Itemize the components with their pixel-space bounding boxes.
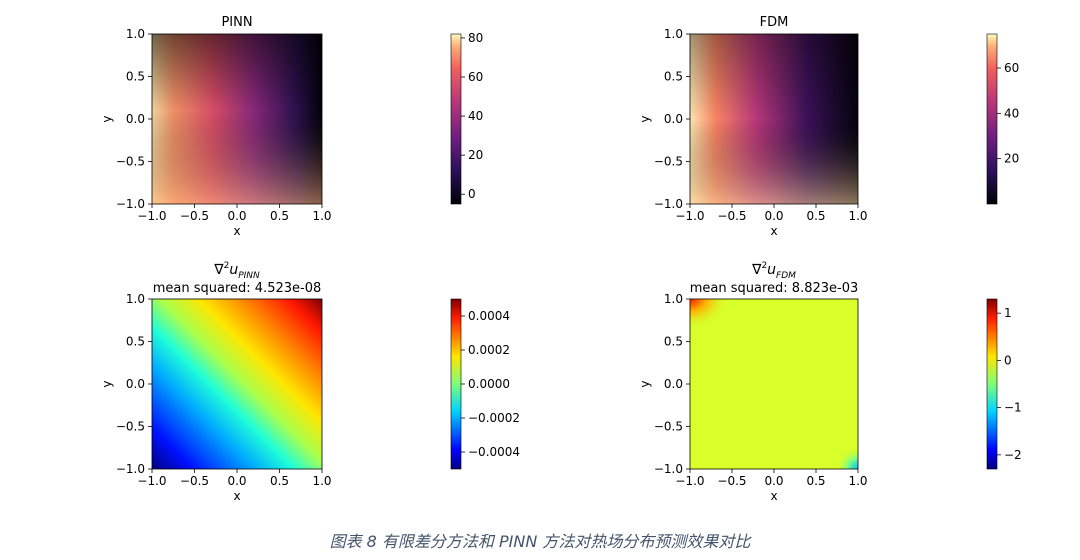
colorbar-tick-label: −0.0002	[468, 411, 520, 425]
colorbar-tick-label: 20	[468, 148, 483, 162]
y-tick-label: −1.0	[654, 197, 683, 211]
x-axis-label: x	[233, 489, 240, 503]
heatmap-shade	[152, 34, 322, 204]
y-axis-label: y	[100, 380, 114, 387]
y-tick-label: 1.0	[664, 292, 683, 306]
colorbar: 80 60 40 20 0	[450, 31, 483, 205]
y-axis-label: y	[100, 115, 114, 122]
y-tick-label: 0.5	[664, 70, 683, 84]
heatmap-area	[690, 34, 858, 204]
colorbar-tick-label: 1	[1004, 306, 1012, 320]
y-tick-label: 0.5	[126, 70, 145, 84]
colorbar-gradient	[986, 33, 998, 205]
colorbar-tick-label: −2	[1004, 448, 1022, 462]
colorbar: 60 40 20	[986, 33, 1019, 205]
chart-title: ∇2uPINN	[213, 261, 260, 281]
heatmap-shade	[690, 34, 858, 204]
y-tick-label: −0.5	[654, 420, 683, 434]
y-tick-label: −1.0	[654, 462, 683, 476]
y-tick-label: −1.0	[116, 197, 145, 211]
figure-caption: 图表 8 有限差分方法和 PINN 方法对热场分布预测效果对比	[329, 532, 751, 551]
heatmap-corner-coldspot	[836, 447, 858, 469]
y-tick-label: 1.0	[664, 27, 683, 41]
x-tick-label: 1.0	[312, 209, 331, 223]
chart-title: FDM	[760, 15, 789, 30]
chart-panel-4: −1.0−1.0 −0.5 −0.5 0.0 0.0 0.5 0.5 1.0 1.0 x y ∇2uF…	[638, 261, 1022, 503]
heatmap-corner-hotspot	[690, 299, 730, 329]
heatmap-field	[152, 299, 322, 469]
x-tick-label: 0.0	[227, 209, 246, 223]
y-tick-label: 0.5	[126, 335, 145, 349]
x-tick-label: 0.5	[270, 209, 289, 223]
colorbar-tick-label: 40	[468, 109, 483, 123]
x-tick-label: −1.0	[675, 209, 704, 223]
x-axis-label: x	[770, 224, 777, 238]
x-axis-label: x	[233, 224, 240, 238]
x-tick-label: −0.5	[180, 474, 209, 488]
colorbar-tick-label: 20	[1004, 152, 1019, 166]
colorbar-gradient	[450, 298, 462, 470]
y-tick-label: 1.0	[126, 27, 145, 41]
y-tick-label: 1.0	[126, 292, 145, 306]
x-tick-label: 0.0	[227, 474, 246, 488]
chart-subtitle: mean squared: 4.523e-08	[153, 281, 322, 296]
x-tick-label: 0.5	[806, 209, 825, 223]
y-tick-label: −0.5	[116, 420, 145, 434]
heatmap-area	[690, 299, 858, 469]
y-tick-label: 0.5	[664, 335, 683, 349]
colorbar-tick-label: 0.0004	[468, 309, 510, 323]
colorbar-tick-label: 40	[1004, 106, 1019, 120]
x-tick-label: −0.5	[717, 474, 746, 488]
x-tick-label: −1.0	[137, 209, 166, 223]
y-axis-label: y	[638, 115, 652, 122]
colorbar: 1 0 −1 −2	[986, 298, 1022, 470]
colorbar-tick-label: 0.0000	[468, 377, 510, 391]
chart-title: PINN	[221, 15, 252, 30]
y-tick-label: −0.5	[116, 155, 145, 169]
chart-panel-2: −1.0−1.0 −0.5 −0.5 0.0 0.0 0.5 0.5 1.0 1.0 x y FDM 6…	[638, 15, 1019, 238]
y-tick-label: 0.0	[126, 112, 145, 126]
colorbar: 0.0004 0.0002 0.0000 −0.0002 −0.0004	[450, 298, 520, 470]
x-tick-label: 0.5	[806, 474, 825, 488]
x-tick-label: −1.0	[137, 474, 166, 488]
colorbar-gradient	[986, 298, 998, 470]
y-tick-label: −0.5	[654, 155, 683, 169]
x-tick-label: −0.5	[717, 209, 746, 223]
x-tick-label: 1.0	[848, 209, 867, 223]
colorbar-tick-label: −1	[1004, 401, 1022, 415]
y-tick-label: 0.0	[664, 112, 683, 126]
x-tick-label: 1.0	[848, 474, 867, 488]
x-tick-label: 0.0	[764, 474, 783, 488]
y-tick-label: −1.0	[116, 462, 145, 476]
y-axis-label: y	[638, 380, 652, 387]
x-tick-label: 1.0	[312, 474, 331, 488]
colorbar-tick-label: 0	[468, 187, 476, 201]
chart-title: ∇2uFDM	[751, 261, 796, 281]
chart-panel-3: −1.0−1.0 −0.5 −0.5 0.0 0.0 0.5 0.5 1.0 1.0 x y ∇2uP…	[100, 261, 520, 503]
x-tick-label: 0.0	[764, 209, 783, 223]
colorbar-tick-label: 0	[1004, 353, 1012, 367]
x-tick-label: −0.5	[180, 209, 209, 223]
colorbar-tick-label: −0.0004	[468, 445, 520, 459]
chart-panel-1: −1.0−1.0 −0.5 −0.5 0.0 0.0 0.5 0.5 1.0 1.0 x y PINN…	[100, 15, 483, 238]
heatmap-area	[152, 34, 322, 204]
y-tick-label: 0.0	[664, 377, 683, 391]
x-tick-label: 0.5	[270, 474, 289, 488]
y-tick-label: 0.0	[126, 377, 145, 391]
colorbar-tick-label: 60	[1004, 61, 1019, 75]
heatmap-area	[152, 299, 322, 469]
colorbar-tick-label: 60	[468, 70, 483, 84]
colorbar-tick-label: 0.0002	[468, 343, 510, 357]
colorbar-tick-label: 80	[468, 31, 483, 45]
x-axis-label: x	[770, 489, 777, 503]
x-tick-label: −1.0	[675, 474, 704, 488]
chart-subtitle: mean squared: 8.823e-03	[690, 281, 859, 296]
colorbar-gradient	[450, 33, 462, 205]
